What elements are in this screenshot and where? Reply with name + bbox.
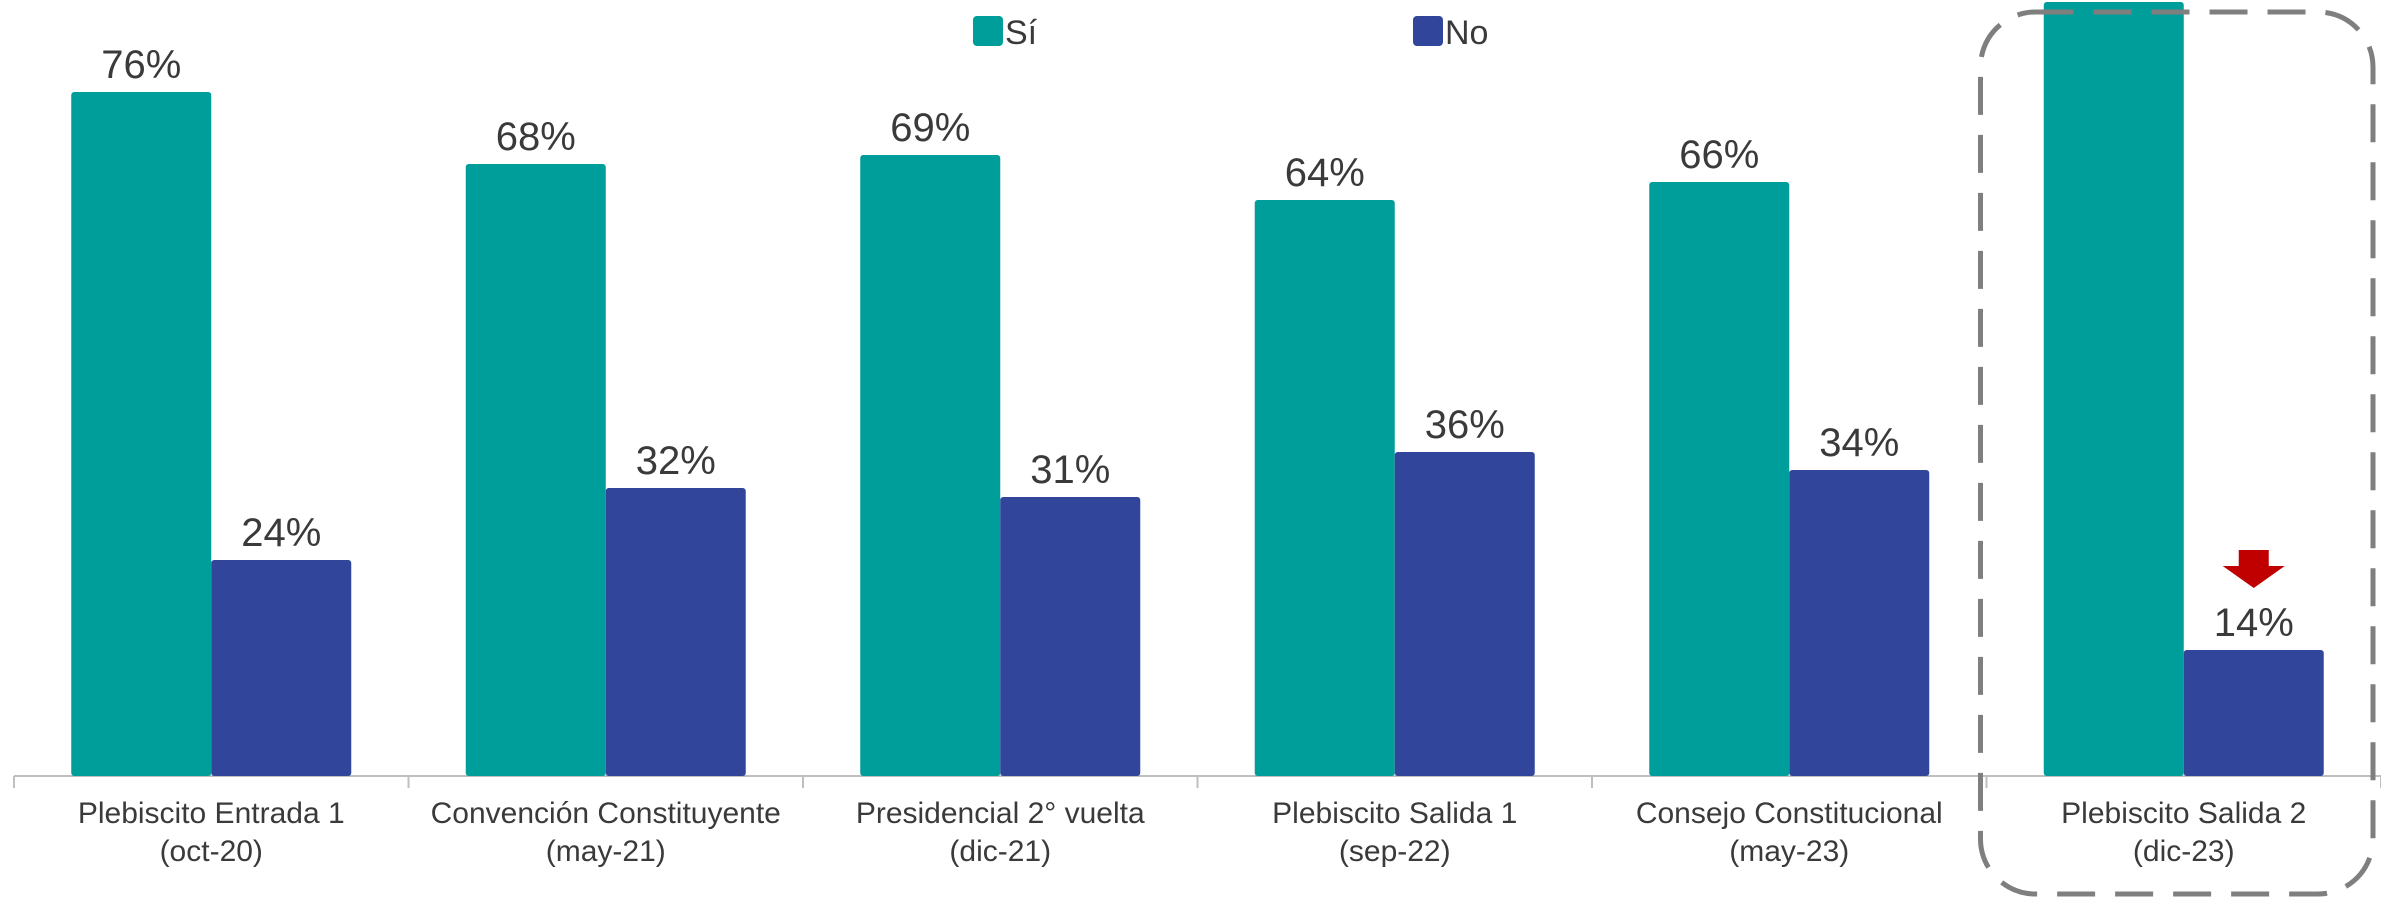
data-label-no: 14% bbox=[2214, 601, 2294, 645]
arrow-down-icon bbox=[2222, 550, 2285, 588]
category-sublabel: (oct-20) bbox=[160, 835, 263, 868]
bar-no bbox=[211, 560, 352, 776]
bar-no bbox=[1789, 470, 1930, 776]
data-label-si: 76% bbox=[101, 43, 181, 87]
bar-si bbox=[1254, 200, 1395, 776]
category-label: Consejo Constitucional bbox=[1636, 797, 1943, 830]
legend-item-no: No bbox=[1413, 14, 1488, 52]
legend: Sí No bbox=[973, 14, 1488, 52]
data-label-no: 31% bbox=[1030, 448, 1110, 492]
plot-area: 76% 24% Plebiscito Entrada 1 (oct-20) 68% 32%… bbox=[13, 2, 2381, 897]
highlight-box bbox=[1978, 9, 2376, 897]
bar-si bbox=[860, 155, 1001, 776]
legend-swatch-si bbox=[973, 16, 1003, 46]
data-label-no: 32% bbox=[636, 439, 716, 483]
bar-si bbox=[1649, 182, 1790, 776]
bar-si bbox=[71, 92, 212, 776]
category-sublabel: (dic-21) bbox=[949, 835, 1051, 868]
category-label: Plebiscito Salida 2 bbox=[2061, 797, 2306, 830]
data-label-no: 36% bbox=[1425, 403, 1505, 447]
data-label-si: 64% bbox=[1285, 151, 1365, 195]
legend-label-si: Sí bbox=[1005, 14, 1038, 52]
category-label: Presidencial 2° vuelta bbox=[856, 797, 1145, 830]
legend-item-si: Sí bbox=[973, 14, 1038, 52]
category-sublabel: (sep-22) bbox=[1339, 835, 1451, 868]
bar-no bbox=[2183, 650, 2324, 776]
category-label: Plebiscito Entrada 1 bbox=[78, 797, 345, 830]
category-label: Plebiscito Salida 1 bbox=[1272, 797, 1517, 830]
category-sublabel: (may-21) bbox=[546, 835, 666, 868]
legend-label-no: No bbox=[1445, 14, 1488, 52]
bar-si bbox=[2043, 2, 2184, 776]
bar-no bbox=[605, 488, 746, 776]
bar-si bbox=[465, 164, 606, 776]
data-label-si: 68% bbox=[496, 115, 576, 159]
category-sublabel: (may-23) bbox=[1729, 835, 1849, 868]
data-label-si: 69% bbox=[890, 106, 970, 150]
category-sublabel: (dic-23) bbox=[2133, 835, 2235, 868]
data-label-no: 34% bbox=[1819, 421, 1899, 465]
legend-swatch-no bbox=[1413, 16, 1443, 46]
data-label-si: 66% bbox=[1679, 133, 1759, 177]
data-label-no: 24% bbox=[241, 511, 321, 555]
category-label: Convención Constituyente bbox=[431, 797, 781, 830]
bar-no bbox=[1000, 497, 1141, 776]
bar-no bbox=[1394, 452, 1535, 776]
